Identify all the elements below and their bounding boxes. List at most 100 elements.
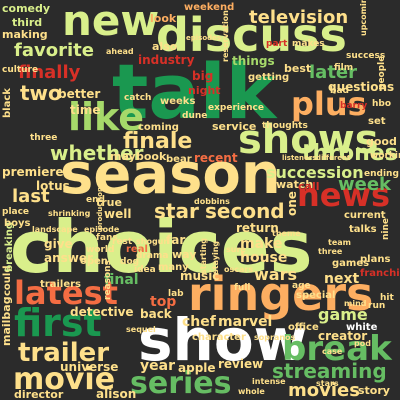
word-episode: episode — [84, 225, 120, 234]
word-plans: plans — [360, 254, 390, 265]
word-third: third — [12, 16, 42, 29]
word-bear: bear — [166, 154, 192, 165]
word-bad: bad — [330, 86, 349, 96]
word-marvel: marvel — [218, 314, 272, 330]
word-watch: watch — [276, 178, 313, 191]
word-may: may — [110, 150, 136, 163]
word-succession: succession — [266, 163, 364, 182]
word-first: first — [14, 301, 102, 345]
word-catch: catch — [124, 93, 151, 103]
word-dog: dog — [120, 257, 139, 267]
word-lotus: lotus — [36, 179, 70, 193]
word-mind: mind — [344, 299, 367, 308]
word-show: show — [138, 306, 307, 374]
word-rest: rest — [112, 237, 133, 247]
word-weeks: weeks — [160, 96, 195, 107]
word-top: top — [150, 294, 176, 310]
word-latest: latest — [14, 274, 118, 312]
word-age: age — [292, 281, 311, 291]
word-franchise: franchise — [360, 268, 400, 279]
word-weekend: weekend — [184, 2, 234, 13]
word-mailbag: mailbag — [0, 296, 13, 346]
word-universe: universe — [60, 360, 118, 374]
word-working: working — [370, 151, 400, 161]
word-could: could — [2, 265, 13, 296]
word-nine: nine — [381, 218, 391, 240]
word-run: run — [368, 301, 385, 311]
word-creator: creator — [318, 329, 367, 343]
word-games: games — [332, 258, 369, 269]
word-second: second — [205, 199, 285, 223]
word-plus: plus — [291, 85, 367, 123]
word-premiere: premiere — [2, 165, 63, 179]
word-later: later — [309, 62, 357, 83]
word-stars: stars — [316, 379, 339, 388]
word-game: game — [318, 305, 368, 324]
word-year: year — [140, 358, 175, 374]
word-comedy: comedy — [2, 2, 50, 15]
word-place: place — [2, 207, 29, 217]
word-last: last — [12, 186, 50, 207]
word-boys: boys — [4, 218, 31, 229]
word-movies: movies — [288, 380, 360, 400]
word-time: time — [70, 103, 101, 117]
word-success: success — [346, 51, 385, 61]
word-many: many — [158, 262, 189, 273]
word-best: best — [284, 62, 311, 75]
word-case: case — [322, 347, 343, 356]
word-ending: ending — [364, 169, 399, 179]
word-shrinking: shrinking — [48, 209, 91, 218]
word-culture: culture — [2, 65, 38, 75]
word-questions: questions — [328, 80, 394, 94]
word-ahead: ahead — [106, 47, 134, 56]
word-movie: movie — [13, 362, 115, 397]
word-break: break — [282, 329, 393, 369]
word-chef: chef — [182, 314, 217, 330]
word-answer: answer — [44, 251, 93, 265]
word-three: three — [30, 133, 57, 143]
word-series: series — [130, 366, 231, 400]
word-special: special — [296, 290, 335, 301]
word-recent: recent — [194, 151, 238, 165]
word-different: different — [316, 154, 351, 162]
word-house: house — [240, 250, 287, 266]
word-getting: getting — [248, 72, 289, 83]
word-finale: finale — [123, 129, 192, 154]
word-set: set — [368, 116, 386, 127]
word-barry: barry — [340, 101, 367, 111]
word-final: final — [104, 272, 139, 288]
word-new: new — [62, 0, 159, 45]
word-sure: sure — [226, 245, 246, 254]
word-experience: experience — [208, 103, 264, 113]
word-next: next — [324, 271, 359, 287]
word-shogun: shogun — [136, 237, 169, 246]
word-people: people — [377, 56, 387, 90]
word-service: service — [212, 120, 256, 133]
word-thrones: thrones — [302, 141, 398, 166]
word-open: open — [80, 256, 108, 267]
word-week: week — [338, 174, 392, 195]
word-music: music — [180, 269, 219, 283]
word-good: good — [366, 135, 397, 148]
word-lab: lab — [168, 289, 184, 299]
word-episodes: episodes — [186, 34, 221, 42]
word-favorite: favorite — [14, 40, 94, 61]
word-intense: intense — [252, 377, 286, 386]
word-dune: dune — [182, 111, 207, 121]
word-look: look — [150, 12, 177, 25]
word-world: world — [86, 245, 114, 255]
word-back: back — [140, 307, 173, 321]
word-coming: coming — [138, 122, 179, 133]
word-also: also — [152, 40, 178, 53]
word-industry: industry — [138, 53, 195, 67]
word-hbo: hbo — [372, 99, 391, 109]
word-alison: alison — [96, 387, 136, 400]
word-ringers: ringers — [188, 267, 373, 321]
word-one: one — [285, 191, 299, 216]
word-office: office — [288, 322, 319, 333]
word-thoughts: thoughts — [262, 121, 308, 131]
word-sequel: sequel — [126, 325, 156, 334]
word-drama: drama — [136, 251, 168, 261]
word-fans: fans — [96, 233, 118, 243]
